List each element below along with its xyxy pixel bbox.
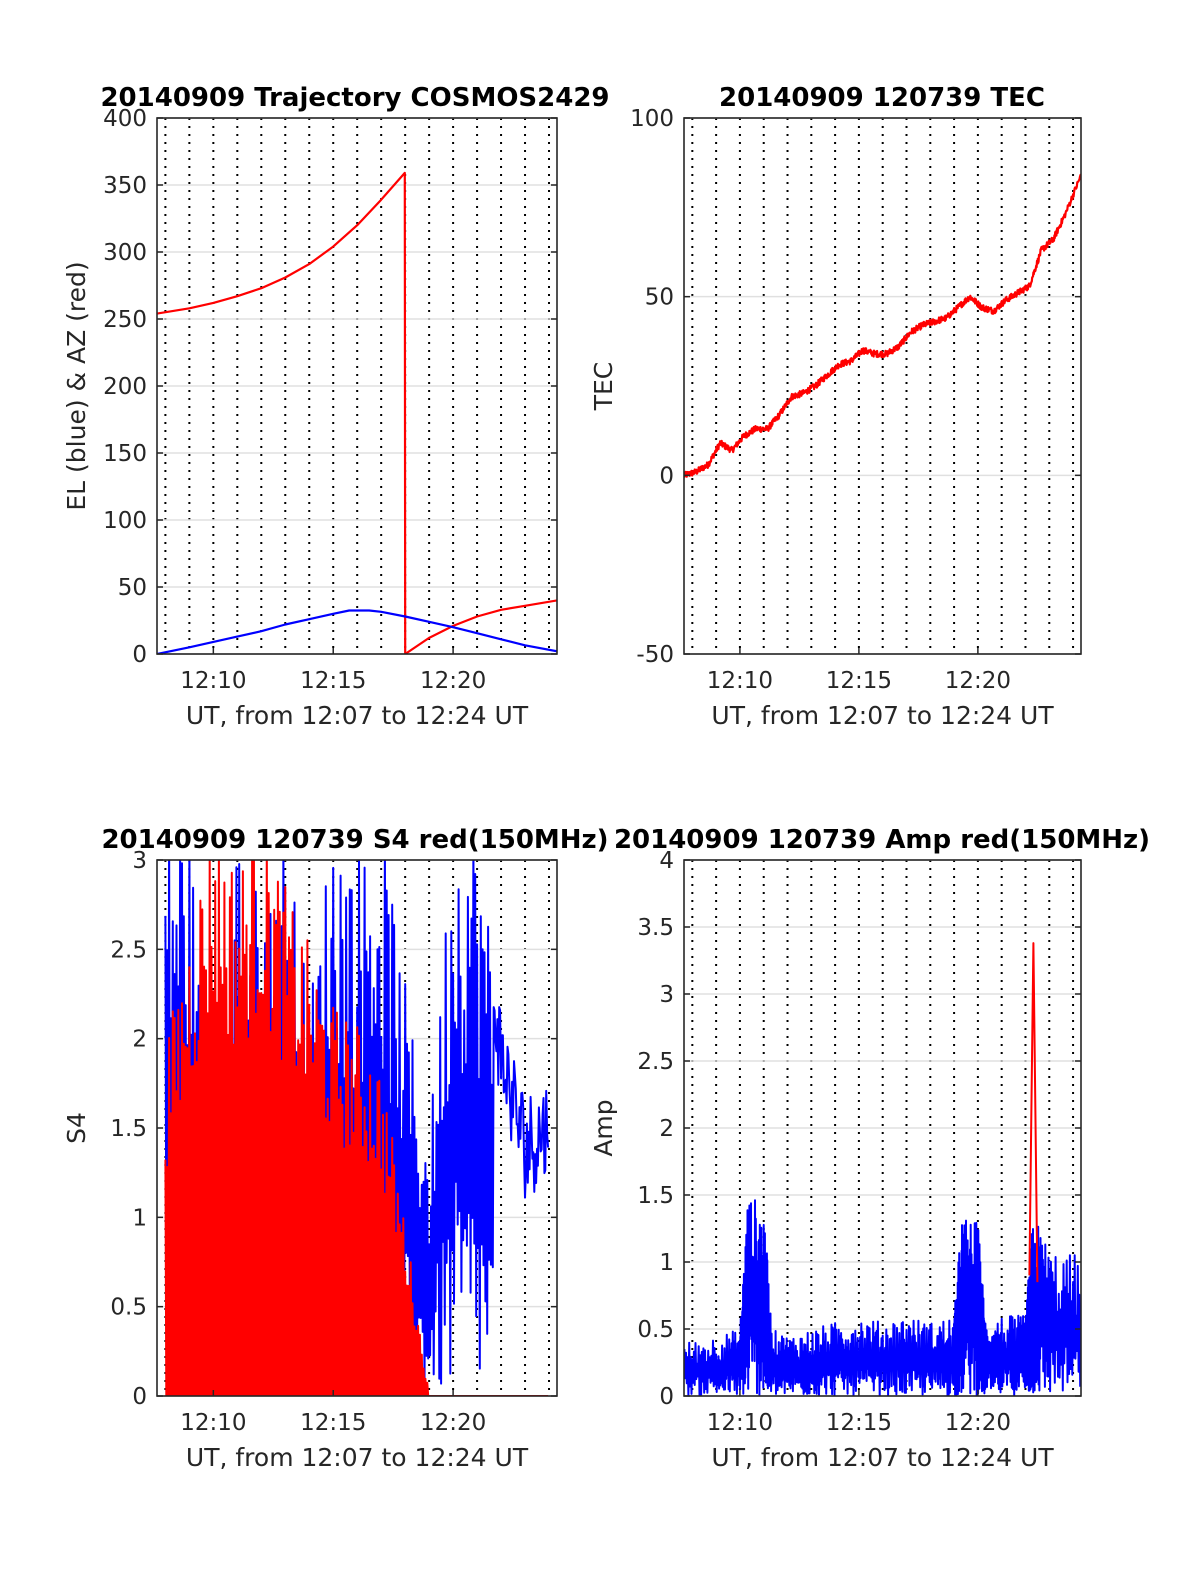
- y-tick-label: 100: [630, 106, 674, 132]
- series-line-1: [684, 1199, 1081, 1396]
- y-tick-label: 2: [132, 1027, 147, 1053]
- series-group: [684, 942, 1081, 1396]
- y-tick-label: 0: [659, 463, 674, 489]
- y-tick-label: 0.5: [637, 1317, 674, 1343]
- axes-frame: [683, 117, 1082, 655]
- y-tick-label: 300: [103, 240, 147, 266]
- x-tick-label: 12:20: [420, 1410, 486, 1436]
- y-tick-label: 200: [103, 374, 147, 400]
- y-tick-label: 400: [103, 106, 147, 132]
- x-tick-label: 12:10: [707, 1410, 773, 1436]
- chart-title: 20140909 120739 TEC: [719, 83, 1045, 113]
- y-axis-label: TEC: [589, 362, 618, 412]
- trajectory-panel: 0 50 100 150 200 250 300 350 400 12:10 12:15 12:20 U…: [62, 83, 610, 730]
- x-axis-label: UT, from 12:07 to 12:24 UT: [186, 1443, 529, 1472]
- y-tick-label: -50: [636, 642, 674, 668]
- series-line-1: [164, 860, 549, 1396]
- y-axis-label: Amp: [589, 1099, 618, 1156]
- series-group: [684, 173, 1081, 478]
- x-tick-label: 12:20: [945, 668, 1011, 694]
- chart-title: 20140909 Trajectory COSMOS2429: [100, 83, 609, 113]
- y-tick-label: 1: [659, 1250, 674, 1276]
- x-tick-label: 12:15: [826, 1410, 892, 1436]
- y-axis-label: EL (blue) & AZ (red): [62, 261, 91, 510]
- s4-panel: 0 0.5 1 1.5 2 2.5 3 12:10 12:15 12:20 UT, from 12:…: [62, 825, 609, 1472]
- series-line-1: [157, 609, 557, 654]
- grid: [684, 117, 1081, 655]
- y-tick-label: 250: [103, 307, 147, 333]
- y-tick-label: 100: [103, 508, 147, 534]
- series-group: [157, 171, 557, 654]
- y-tick-label: 3: [132, 848, 147, 874]
- tec-panel: -50 0 50 100 12:10 12:15 12:20 UT, from 12:07 t…: [589, 83, 1082, 730]
- x-tick-label: 12:20: [945, 1410, 1011, 1436]
- series-group: [164, 860, 550, 1396]
- y-tick-label: 1: [132, 1205, 147, 1231]
- y-tick-label: 2.5: [110, 937, 147, 963]
- y-tick-label: 2.5: [637, 1049, 674, 1075]
- x-tick-label: 12:15: [300, 668, 366, 694]
- x-axis-label: UT, from 12:07 to 12:24 UT: [186, 701, 529, 730]
- amp-panel: 0 0.5 1 1.5 2 2.5 3 3.5 4 12:10 12:15 12:20 UT, from…: [589, 825, 1150, 1472]
- chart-title: 20140909 120739 Amp red(150MHz): [614, 825, 1150, 855]
- x-tick-label: 12:10: [180, 668, 246, 694]
- series-line-0: [157, 171, 557, 654]
- y-tick-label: 4: [659, 848, 674, 874]
- y-tick-label: 50: [645, 285, 674, 311]
- y-tick-label: 150: [103, 441, 147, 467]
- x-tick-label: 12:10: [180, 1410, 246, 1436]
- y-tick-label: 2: [659, 1116, 674, 1142]
- y-tick-label: 350: [103, 173, 147, 199]
- y-tick-label: 0: [132, 642, 147, 668]
- y-tick-label: 0: [659, 1384, 674, 1410]
- y-tick-label: 50: [118, 575, 147, 601]
- y-tick-label: 0.5: [110, 1295, 147, 1321]
- y-tick-label: 1.5: [637, 1183, 674, 1209]
- x-axis-label: UT, from 12:07 to 12:24 UT: [711, 701, 1054, 730]
- series-line-0: [684, 173, 1081, 478]
- x-tick-label: 12:15: [300, 1410, 366, 1436]
- x-tick-label: 12:20: [420, 668, 486, 694]
- y-tick-label: 3.5: [637, 915, 674, 941]
- x-tick-label: 12:15: [826, 668, 892, 694]
- y-tick-label: 3: [659, 982, 674, 1008]
- chart-title: 20140909 120739 S4 red(150MHz): [101, 825, 608, 855]
- x-axis-label: UT, from 12:07 to 12:24 UT: [711, 1443, 1054, 1472]
- y-tick-label: 1.5: [110, 1116, 147, 1142]
- y-axis-label: S4: [62, 1112, 91, 1144]
- y-tick-label: 0: [132, 1384, 147, 1410]
- x-tick-label: 12:10: [707, 668, 773, 694]
- series-line-0: [1028, 942, 1039, 1283]
